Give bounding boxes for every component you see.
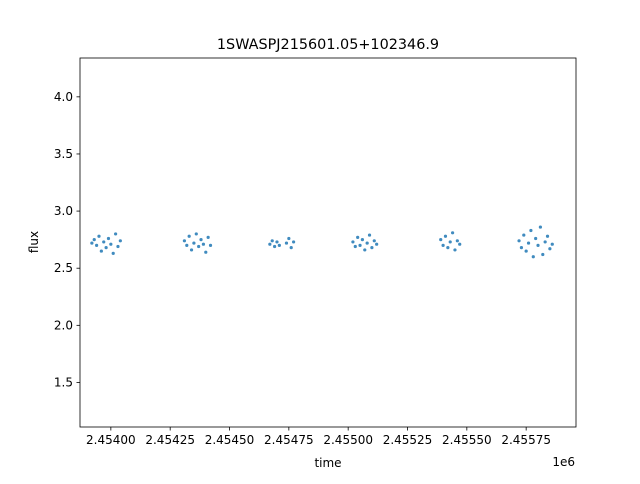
data-point xyxy=(289,246,293,250)
data-point xyxy=(446,246,450,250)
data-point xyxy=(372,239,376,243)
x-tick-label: 2.45400 xyxy=(86,433,136,447)
data-point xyxy=(450,231,455,235)
data-point xyxy=(448,240,452,244)
data-point xyxy=(116,244,120,249)
data-point xyxy=(545,234,550,238)
data-point xyxy=(118,239,122,243)
data-point xyxy=(526,241,531,245)
data-point xyxy=(538,225,543,229)
data-point xyxy=(199,238,203,242)
y-tick-label: 2.0 xyxy=(54,318,73,332)
x-axis-offset-label: 1e6 xyxy=(552,455,575,469)
data-point xyxy=(541,252,545,257)
data-point xyxy=(185,243,189,247)
data-point xyxy=(375,242,379,246)
y-axis-label: flux xyxy=(27,231,41,253)
data-point xyxy=(534,236,538,241)
data-point xyxy=(194,232,198,236)
y-tick-label: 3.5 xyxy=(54,147,73,161)
data-point xyxy=(543,240,547,244)
x-tick-label: 2.45575 xyxy=(501,433,551,447)
y-tick-label: 1.5 xyxy=(54,375,73,389)
data-point xyxy=(275,240,279,244)
chart-title: 1SWASPJ215601.05+102346.9 xyxy=(217,37,439,53)
data-point xyxy=(455,239,459,243)
data-point xyxy=(208,243,213,247)
axes-layer: 2.45400 2.45425 2.45450 2.45475 2.45500 2.455… xyxy=(54,57,577,447)
data-point xyxy=(536,243,540,247)
data-point xyxy=(358,243,362,247)
data-point xyxy=(104,246,108,250)
data-point xyxy=(287,236,291,241)
data-point xyxy=(291,240,296,244)
x-axis-label: time xyxy=(314,456,341,470)
x-tick-label: 2.45450 xyxy=(205,433,255,447)
data-point xyxy=(363,248,367,252)
y-tick-label: 2.5 xyxy=(54,261,73,275)
data-point xyxy=(201,242,206,246)
data-point xyxy=(114,232,118,236)
data-point xyxy=(189,248,194,252)
x-tick-label: 2.45425 xyxy=(145,433,195,447)
data-point xyxy=(356,235,360,239)
data-point xyxy=(92,238,96,242)
data-point xyxy=(441,243,445,247)
data-point xyxy=(517,239,521,243)
data-point xyxy=(443,234,448,238)
points-layer xyxy=(90,225,554,259)
data-point xyxy=(187,234,191,238)
plot-frame xyxy=(79,57,577,428)
data-point xyxy=(95,243,99,247)
data-point xyxy=(109,242,113,246)
data-point xyxy=(353,244,357,249)
data-point xyxy=(453,248,457,252)
data-point xyxy=(192,241,196,245)
data-point xyxy=(197,244,201,249)
data-point xyxy=(270,239,274,243)
x-tick-label: 2.45475 xyxy=(264,433,314,447)
data-point xyxy=(351,240,355,244)
data-point xyxy=(367,233,372,237)
data-point xyxy=(204,250,208,254)
data-point xyxy=(458,242,462,246)
data-point xyxy=(277,243,281,247)
data-point xyxy=(550,242,554,246)
data-point xyxy=(206,235,210,239)
y-tick-label: 3.0 xyxy=(54,204,73,218)
x-tick-label: 2.45525 xyxy=(383,433,433,447)
data-point xyxy=(273,244,277,249)
data-point xyxy=(102,240,106,244)
data-point xyxy=(268,242,272,246)
x-tick-label: 2.45500 xyxy=(323,433,373,447)
data-point xyxy=(522,233,526,237)
data-point xyxy=(111,251,115,255)
data-point xyxy=(519,246,524,250)
data-point xyxy=(531,255,535,259)
y-tick-label: 4.0 xyxy=(54,90,73,104)
data-point xyxy=(529,228,533,233)
data-point xyxy=(106,236,111,241)
data-point xyxy=(182,239,187,243)
data-point xyxy=(99,249,103,253)
data-point xyxy=(90,241,94,245)
data-point xyxy=(284,241,289,245)
data-point xyxy=(524,249,528,253)
data-point xyxy=(97,234,101,238)
data-point xyxy=(548,247,552,251)
data-point xyxy=(360,238,365,242)
data-point xyxy=(439,238,443,242)
x-tick-label: 2.45550 xyxy=(442,433,492,447)
data-point xyxy=(370,246,374,250)
data-point xyxy=(365,241,369,245)
